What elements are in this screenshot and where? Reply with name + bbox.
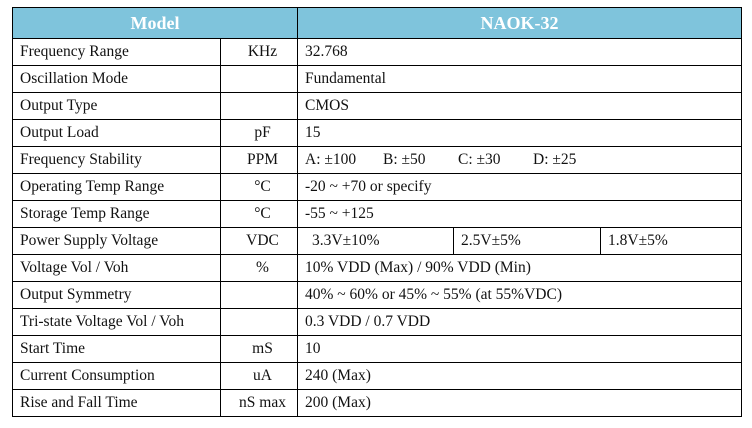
model-value: NAOK-32	[297, 7, 742, 39]
stability-grade-a: A: ±100	[305, 151, 357, 168]
table-row: Output Symmetry 40% ~ 60% or 45% ~ 55% (…	[12, 281, 742, 309]
unit-cell: uA	[220, 362, 298, 390]
value-cell: 200 (Max)	[297, 389, 742, 417]
param-label: Storage Temp Range	[12, 200, 221, 228]
unit-cell	[220, 92, 298, 120]
param-label: Operating Temp Range	[12, 173, 221, 201]
value-cell: 0.3 VDD / 0.7 VDD	[297, 308, 742, 336]
param-label: Output Symmetry	[12, 281, 221, 309]
param-label: Power Supply Voltage	[12, 227, 221, 255]
model-label: Model	[12, 7, 298, 39]
value-cell: 15	[297, 119, 742, 147]
table-row: Frequency Range KHz 32.768	[12, 38, 742, 66]
param-label: Current Consumption	[12, 362, 221, 390]
param-label: Start Time	[12, 335, 221, 363]
param-label: Rise and Fall Time	[12, 389, 221, 417]
value-cell: 32.768	[297, 38, 742, 66]
value-cell: 240 (Max)	[297, 362, 742, 390]
stability-grade-d: D: ±25	[533, 151, 577, 168]
table-row: Tri-state Voltage Vol / Voh 0.3 VDD / 0.…	[12, 308, 742, 336]
table-row: Power Supply Voltage VDC 3.3V±10% 2.5V±5…	[12, 227, 742, 255]
voltage-option-2v5: 2.5V±5%	[453, 228, 600, 254]
unit-cell: KHz	[220, 38, 298, 66]
param-label: Frequency Stability	[12, 146, 221, 174]
table-row: Rise and Fall Time nS max 200 (Max)	[12, 389, 742, 417]
power-supply-values: 3.3V±10% 2.5V±5% 1.8V±5%	[297, 227, 742, 255]
value-cell: Fundamental	[297, 65, 742, 93]
value-cell: -20 ~ +70 or specify	[297, 173, 742, 201]
table-row: Operating Temp Range °C -20 ~ +70 or spe…	[12, 173, 742, 201]
param-label: Tri-state Voltage Vol / Voh	[12, 308, 221, 336]
unit-cell: %	[220, 254, 298, 282]
spec-table: Model NAOK-32 Frequency Range KHz 32.768…	[12, 7, 742, 417]
param-label: Frequency Range	[12, 38, 221, 66]
value-cell: 40% ~ 60% or 45% ~ 55% (at 55%VDC)	[297, 281, 742, 309]
voltage-option-1v8: 1.8V±5%	[600, 228, 741, 254]
table-row: Storage Temp Range °C -55 ~ +125	[12, 200, 742, 228]
param-label: Voltage Vol / Voh	[12, 254, 221, 282]
table-row: Current Consumption uA 240 (Max)	[12, 362, 742, 390]
value-cell: CMOS	[297, 92, 742, 120]
param-label: Output Type	[12, 92, 221, 120]
value-cell: -55 ~ +125	[297, 200, 742, 228]
frequency-stability-values: A: ±100 B: ±50 C: ±30 D: ±25	[297, 146, 742, 174]
table-row: Output Load pF 15	[12, 119, 742, 147]
unit-cell	[220, 65, 298, 93]
stability-grade-c: C: ±30	[458, 151, 501, 168]
unit-cell: PPM	[220, 146, 298, 174]
value-cell: 10	[297, 335, 742, 363]
voltage-option-3v3: 3.3V±10%	[312, 232, 380, 249]
unit-cell: pF	[220, 119, 298, 147]
value-cell: 10% VDD (Max) / 90% VDD (Min)	[297, 254, 742, 282]
unit-cell: mS	[220, 335, 298, 363]
table-row: Start Time mS 10	[12, 335, 742, 363]
param-label: Oscillation Mode	[12, 65, 221, 93]
unit-cell	[220, 281, 298, 309]
unit-cell: VDC	[220, 227, 298, 255]
unit-cell: °C	[220, 200, 298, 228]
table-row: Voltage Vol / Voh % 10% VDD (Max) / 90% …	[12, 254, 742, 282]
table-row: Frequency Stability PPM A: ±100 B: ±50 C: …	[12, 146, 742, 174]
unit-cell	[220, 308, 298, 336]
param-label: Output Load	[12, 119, 221, 147]
table-row: Oscillation Mode Fundamental	[12, 65, 742, 93]
header-row: Model NAOK-32	[12, 7, 742, 39]
stability-grade-b: B: ±50	[383, 151, 426, 168]
unit-cell: nS max	[220, 389, 298, 417]
unit-cell: °C	[220, 173, 298, 201]
table-row: Output Type CMOS	[12, 92, 742, 120]
